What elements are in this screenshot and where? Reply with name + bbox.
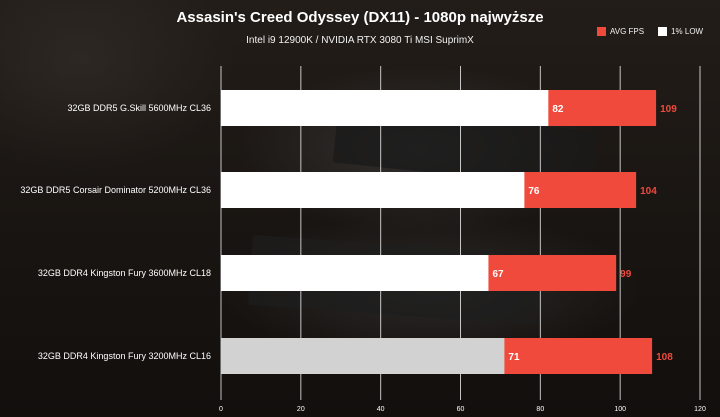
x-tick-label: 40: [377, 406, 385, 413]
bar-1pct-low: [221, 90, 549, 126]
data-label-1pct-low: 67: [492, 269, 504, 280]
bar-1pct-low: [221, 255, 489, 291]
data-label-avg-fps: 108: [656, 352, 673, 363]
category-label: 32GB DDR5 Corsair Dominator 5200MHz CL36: [20, 185, 211, 195]
data-label-avg-fps: 99: [620, 269, 632, 280]
legend-label-avg: AVG FPS: [610, 27, 645, 36]
legend-swatch-avg: [597, 27, 606, 36]
legend-item-low: 1% LOW: [658, 27, 703, 36]
x-tick-label: 120: [694, 406, 706, 413]
data-label-avg-fps: 109: [660, 104, 677, 115]
x-tick-label: 20: [297, 406, 305, 413]
legend-label-low: 1% LOW: [671, 27, 704, 36]
data-label-avg-fps: 104: [640, 186, 657, 197]
x-tick-label: 100: [614, 406, 626, 413]
legend: AVG FPS 1% LOW: [597, 27, 717, 36]
bar-1pct-low: [221, 338, 505, 374]
chart-subtitle: Intel i9 12900K / NVIDIA RTX 3080 Ti MSI…: [246, 35, 474, 46]
category-label: 32GB DDR4 Kingston Fury 3200MHz CL16: [38, 351, 211, 361]
data-label-1pct-low: 76: [528, 186, 540, 197]
legend-item-avg: AVG FPS: [597, 27, 644, 36]
bar-1pct-low: [221, 172, 525, 208]
data-label-1pct-low: 71: [508, 352, 520, 363]
data-label-1pct-low: 82: [552, 104, 564, 115]
category-label: 32GB DDR5 G.Skill 5600MHz CL36: [67, 103, 211, 113]
x-tick-label: 80: [536, 406, 544, 413]
x-tick-label: 0: [219, 406, 223, 413]
chart-title: Assasin's Creed Odyssey (DX11) - 1080p n…: [176, 9, 544, 26]
x-tick-label: 60: [457, 406, 465, 413]
category-label: 32GB DDR4 Kingston Fury 3600MHz CL18: [38, 268, 211, 278]
legend-swatch-low: [658, 27, 668, 36]
